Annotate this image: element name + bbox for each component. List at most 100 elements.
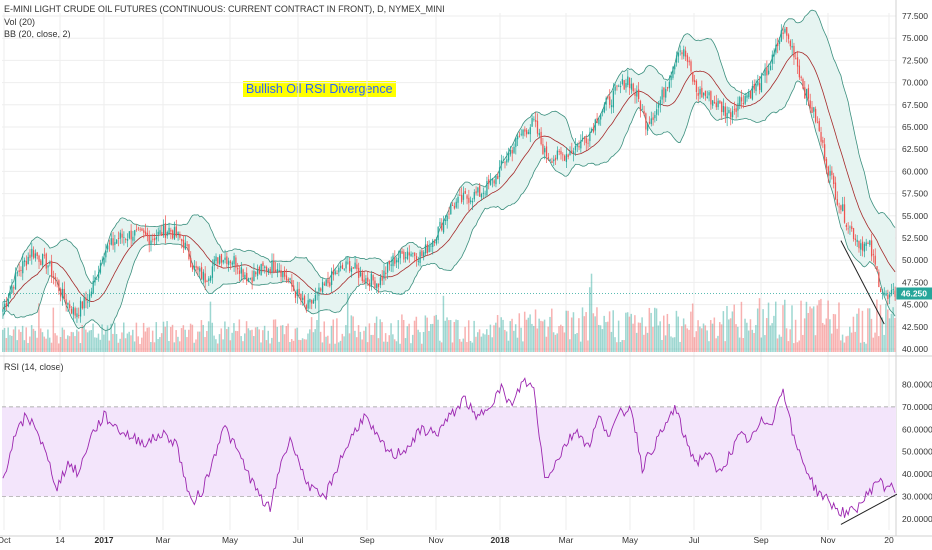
candle-body [172,230,174,239]
candle-body [153,238,156,241]
volume-bar [439,340,441,352]
volume-bar [370,334,372,352]
volume-bar [21,325,24,352]
candle-body [78,314,80,316]
candle-body [347,262,349,264]
candle-body [762,74,764,76]
candle-body [800,76,802,78]
volume-bar [294,328,297,352]
candle-body [359,272,362,276]
candle-body [27,256,29,265]
candle-body [79,300,82,317]
candle-body [320,288,322,291]
volume-bar [359,331,362,352]
candle-body [215,256,217,262]
candle-body [757,81,759,86]
candle-body [764,69,766,76]
candle-body [22,261,24,274]
candle-body [7,299,9,307]
candle-body [748,92,750,98]
candle-body [502,162,504,163]
volume-bar [50,342,53,352]
candle-body [498,167,501,178]
candle-body [679,50,681,52]
volume-bar [36,337,38,352]
volume-bar [256,326,259,352]
volume-bar [565,310,567,352]
candle-body [607,96,609,98]
candle-body [16,272,18,274]
candle-body [211,266,214,278]
volume-bar [162,321,165,352]
volume-bar [809,306,811,352]
candle-body [65,299,67,305]
candle-body [321,282,324,293]
candle-body [612,91,614,108]
candle-body [63,288,65,300]
volume-bar [576,333,578,352]
candle-body [103,257,105,265]
candle-body [751,85,754,100]
volume-bar [112,333,114,352]
candle-body [471,201,474,203]
candle-body [130,230,132,240]
divergence-annotation: Bullish Oil RSI Divergence [243,81,396,97]
price-axis-tick: 75.000 [902,33,928,43]
volume-bar [312,332,315,352]
candle-body [618,85,620,87]
volume-bar [558,326,560,352]
volume-bar [269,343,271,352]
volume-bar [639,322,642,352]
candle-body [220,254,223,263]
volume-bar [868,308,871,352]
candle-body [29,254,31,258]
candle-body [401,251,403,254]
volume-bar [776,338,779,352]
volume-bar [543,319,546,352]
volume-bar [290,339,293,352]
volume-bar [626,312,629,352]
volume-bar [94,337,96,352]
volume-bar [646,332,649,352]
candle-body [863,243,866,252]
volume-bar [516,337,519,352]
volume-bar [227,326,230,352]
candle-body [591,129,593,131]
volume-bar [843,342,846,352]
candle-body [703,92,705,96]
rsi-axis-tick: 40.0000 [902,469,932,479]
candle-body [159,230,161,235]
volume-bar [142,322,145,352]
candle-body [5,302,8,306]
candle-body [36,252,38,256]
candle-body [152,238,154,240]
volume-bar [616,342,618,352]
candle-body [621,78,624,84]
candle-body [760,75,763,93]
candle-body [433,241,436,243]
candle-body [2,309,4,312]
candle-body [827,166,829,176]
volume-bar [126,333,129,352]
candle-body [610,105,613,107]
volume-bar [507,340,510,352]
volume-bar [780,336,782,352]
candle-body [108,243,111,245]
candle-body [246,272,248,282]
volume-bar [690,311,692,352]
volume-bar [381,322,383,352]
volume-bar [489,324,492,352]
volume-bar [590,273,593,352]
volume-bar [691,303,694,352]
volume-bar [460,341,463,352]
candle-body [771,54,773,64]
volume-bar [115,334,118,352]
volume-bar [104,330,107,352]
candle-body [701,87,703,98]
volume-bar [198,331,201,352]
candle-body [569,150,571,156]
candle-body [585,137,587,144]
volume-bar [247,328,250,352]
volume-bar [484,334,486,352]
